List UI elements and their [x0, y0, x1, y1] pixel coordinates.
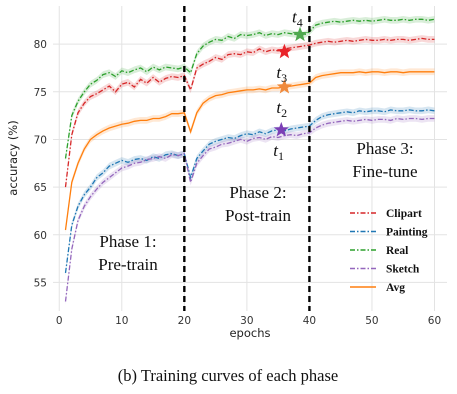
x-tick-label: 10 — [115, 315, 128, 327]
star-label-t4: t4 — [292, 8, 303, 30]
legend-label-painting: Painting — [386, 227, 428, 239]
x-tick-label: 50 — [365, 315, 378, 327]
y-tick-label: 70 — [34, 134, 47, 146]
plot-area — [53, 6, 447, 311]
star-marker-t3 — [276, 43, 292, 59]
legend-label-sketch: Sketch — [386, 264, 420, 276]
x-tick-label: 20 — [178, 315, 191, 327]
phase-label-3-line1: Phase 3: — [356, 139, 413, 158]
x-tick-label: 40 — [303, 315, 316, 327]
x-axis-label: epochs — [229, 326, 270, 340]
phase-boundaries — [183, 6, 311, 311]
y-tick-label: 55 — [34, 277, 47, 289]
star-label-t3: t3 — [276, 63, 287, 85]
legend-label-avg: Avg — [386, 282, 405, 294]
series-line-painting — [64, 109, 435, 273]
star-markers: t1 t2 t3 t4 — [273, 8, 308, 163]
x-tick-label: 60 — [428, 315, 441, 327]
phase-label-3-line2: Fine-tune — [352, 162, 417, 181]
phase-label-2-line1: Phase 2: — [229, 183, 286, 202]
phase-labels: Phase 1: Pre-train Phase 2: Post-train Phase… — [98, 139, 417, 274]
star-marker-t1 — [273, 121, 289, 137]
series-lines — [64, 18, 435, 302]
series-line-real — [64, 18, 435, 159]
series-line-sketch — [64, 117, 435, 302]
legend-label-clipart: Clipart — [386, 208, 422, 220]
phase-label-1-line1: Phase 1: — [99, 232, 156, 251]
legend: Clipart Painting Real Sketch Avg — [350, 208, 428, 294]
y-tick-labels: 55 60 65 70 75 80 — [34, 39, 47, 289]
y-axis-label: accuracy (%) — [6, 120, 20, 195]
star-label-t1: t1 — [273, 141, 284, 163]
series-line-avg — [64, 71, 435, 231]
y-tick-label: 65 — [34, 182, 47, 194]
phase-label-1-line2: Pre-train — [98, 255, 158, 274]
star-marker-t2 — [276, 79, 292, 94]
x-tick-label: 30 — [240, 315, 253, 327]
phase-label-2-line2: Post-train — [225, 206, 292, 225]
y-tick-label: 60 — [34, 230, 47, 242]
y-tick-label: 75 — [34, 87, 47, 99]
x-tick-label: 0 — [56, 315, 63, 327]
legend-label-real: Real — [386, 245, 408, 257]
star-marker-t4 — [292, 26, 308, 42]
x-tick-labels: 0 10 20 30 40 50 60 — [56, 315, 441, 327]
caption: (b) Training curves of each phase — [118, 366, 338, 385]
series-line-clipart — [64, 37, 435, 188]
star-label-t2: t2 — [276, 98, 287, 120]
y-tick-label: 80 — [34, 39, 47, 51]
